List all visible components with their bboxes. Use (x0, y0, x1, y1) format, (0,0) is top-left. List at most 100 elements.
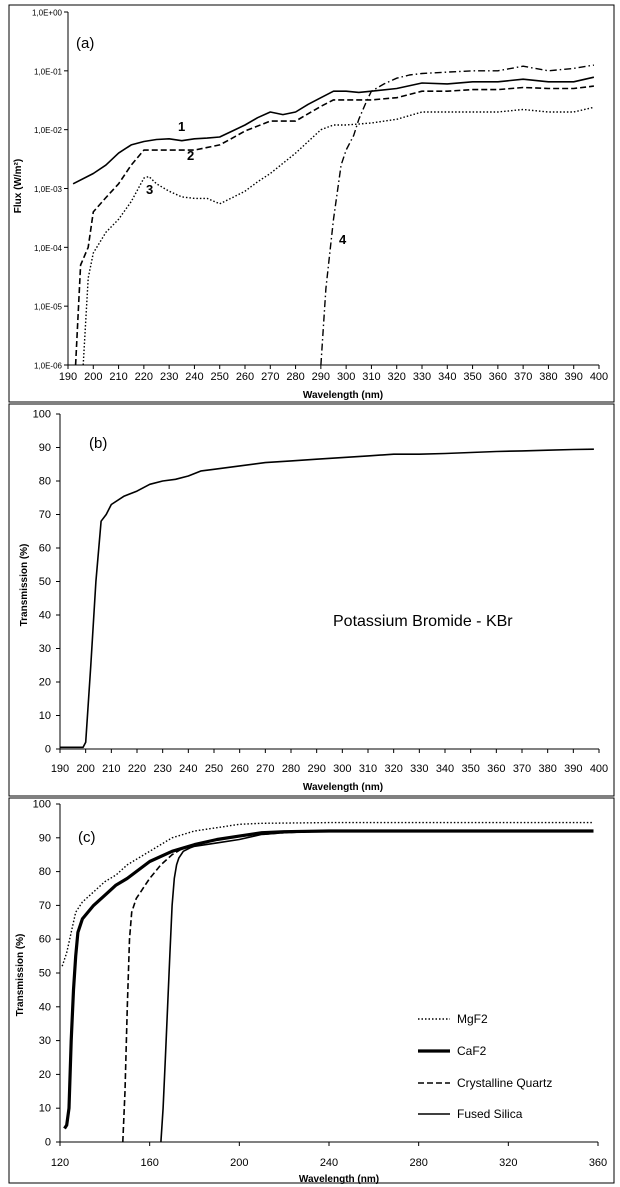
panel-a-x-axis-label: Wavelength (nm) (303, 390, 383, 401)
panel-c-y-tick-label: 90 (39, 832, 51, 844)
panel-c-y-tick-label: 80 (39, 866, 51, 878)
panel-a-x-tick-label: 190 (59, 371, 77, 383)
panel-a-y-tick-label: 1,0E-06 (34, 362, 63, 371)
panel-b-x-tick-label: 190 (51, 763, 69, 775)
panel-b-x-tick-label: 300 (333, 763, 351, 775)
panel-a-x-tick-label: 400 (590, 371, 608, 383)
panel-b-x-tick-label: 390 (564, 763, 582, 775)
panel-b-y-tick-label: 60 (39, 543, 51, 555)
panel-a-x-tick-label: 200 (84, 371, 102, 383)
panel-c-x-tick-label: 240 (320, 1157, 338, 1169)
panel-a-y-axis-label: Flux (W/m²) (13, 159, 24, 213)
panel-c-y-tick-label: 60 (39, 934, 51, 946)
panel-c-series-fused-silica (160, 830, 594, 1142)
panel-a-curve-label-3: 3 (146, 182, 153, 197)
panel-a-x-tick-label: 320 (388, 371, 406, 383)
panel-c-y-tick-label: 40 (39, 1001, 51, 1013)
panel-a-x-tick-label: 260 (236, 371, 254, 383)
panel-c-y-tick-label: 0 (45, 1137, 51, 1149)
panel-b-x-tick-label: 310 (359, 763, 377, 775)
panel-b-x-tick-label: 260 (230, 763, 248, 775)
panel-b-y-tick-label: 90 (39, 442, 51, 454)
panel-a-x-tick-label: 220 (135, 371, 153, 383)
panel-a-x-tick-label: 350 (463, 371, 481, 383)
panel-c-y-tick-label: 20 (39, 1069, 51, 1081)
panel-a-x-tick-label: 240 (185, 371, 203, 383)
panel-b-x-tick-label: 400 (590, 763, 608, 775)
panel-b-y-tick-label: 20 (39, 677, 51, 689)
panel-a-x-tick-label: 210 (109, 371, 127, 383)
panel-a-x-tick-label: 290 (312, 371, 330, 383)
panel-b-x-tick-label: 250 (205, 763, 223, 775)
legend-label-mgf2: MgF2 (457, 1012, 488, 1026)
panel-b-y-axis-label: Transmission (%) (19, 544, 30, 627)
panel-b-x-tick-label: 340 (436, 763, 454, 775)
legend-label-fused-silica: Fused Silica (457, 1107, 523, 1121)
panel-c-series-mgf2 (61, 821, 594, 967)
panel-a-series-4 (320, 64, 595, 365)
panel-a-frame (8, 4, 615, 403)
panel-b-x-axis-label: Wavelength (nm) (303, 782, 383, 793)
panel-c-x-tick-label: 280 (409, 1157, 427, 1169)
panel-a-x-tick-label: 280 (286, 371, 304, 383)
panel-a-series-1 (72, 76, 595, 185)
panel-c-x-axis-label: Wavelength (nm) (299, 1174, 379, 1185)
panel-c-frame (8, 797, 615, 1184)
panel-b-label: (b) (89, 435, 107, 452)
panel-a-curve-label-4: 4 (339, 232, 347, 247)
panel-a-flux-chart: (a) Wavelength (nm) Flux (W/m²) 190 200 21… (8, 4, 615, 403)
panel-b-x-tick-label: 240 (179, 763, 197, 775)
panel-b-x-tick-label: 290 (307, 763, 325, 775)
panel-a-x-tick-label: 230 (160, 371, 178, 383)
panel-a-x-tick-label: 340 (438, 371, 456, 383)
panel-b-x-tick-label: 350 (461, 763, 479, 775)
panel-b-y-tick-label: 70 (39, 509, 51, 521)
panel-b-y-tick-label: 100 (33, 409, 51, 421)
panel-c-y-tick-label: 70 (39, 900, 51, 912)
panel-b-x-tick-label: 210 (102, 763, 120, 775)
panel-a-x-tick-label: 360 (489, 371, 507, 383)
panel-b-y-tick-label: 80 (39, 476, 51, 488)
panel-c-y-tick-label: 30 (39, 1035, 51, 1047)
panel-b-x-tick-label: 220 (128, 763, 146, 775)
panel-a-series-3 (82, 106, 595, 365)
panel-a-x-tick-label: 250 (211, 371, 229, 383)
panel-c-transmission-chart: (c) Wavelength (nm) Transmission (%) 120… (8, 797, 615, 1185)
panel-b-frame (8, 403, 615, 797)
panel-b-y-tick-label: 10 (39, 710, 51, 722)
panel-b-annotation: Potassium Bromide - KBr (333, 613, 513, 630)
panel-c-series-crystalline-quartz (122, 830, 594, 1142)
panel-a-y-tick-label: 1,0E-01 (34, 67, 63, 76)
panel-a-x-tick-label: 300 (337, 371, 355, 383)
panel-c-x-tick-label: 360 (589, 1157, 607, 1169)
panel-a-y-tick-label: 1,0E-04 (34, 244, 63, 253)
panel-b-x-tick-label: 320 (384, 763, 402, 775)
panel-c-x-tick-label: 320 (499, 1157, 517, 1169)
panel-a-y-tick-label: 1,0E-03 (34, 185, 63, 194)
panel-a-label: (a) (76, 35, 94, 52)
panel-a-x-tick-label: 380 (539, 371, 557, 383)
legend-label-crystalline-quartz: Crystalline Quartz (457, 1076, 552, 1090)
panel-b-y-tick-label: 0 (45, 744, 51, 756)
panel-b-x-tick-label: 330 (410, 763, 428, 775)
panel-a-x-tick-label: 330 (413, 371, 431, 383)
panel-c-y-axis-label: Transmission (%) (15, 934, 26, 1017)
panel-a-x-tick-label: 310 (362, 371, 380, 383)
panel-a-x-tick-label: 390 (565, 371, 583, 383)
panel-a-y-tick-label: 1,0E+00 (32, 9, 63, 18)
panel-b-y-tick-label: 30 (39, 643, 51, 655)
panel-c-y-tick-label: 50 (39, 968, 51, 980)
panel-a-y-tick-label: 1,0E-02 (34, 126, 63, 135)
panel-b-x-tick-label: 380 (538, 763, 556, 775)
panel-a-y-tick-label: 1,0E-05 (34, 303, 63, 312)
panel-b-y-tick-label: 40 (39, 610, 51, 622)
panel-c-y-tick-label: 10 (39, 1103, 51, 1115)
panel-a-curve-label-2: 2 (187, 148, 194, 163)
panel-a-curve-label-1: 1 (178, 119, 185, 134)
panel-c-x-tick-label: 120 (51, 1157, 69, 1169)
panel-a-x-tick-label: 270 (261, 371, 279, 383)
panel-b-x-tick-label: 270 (256, 763, 274, 775)
panel-b-x-tick-label: 360 (487, 763, 505, 775)
panel-c-y-tick-label: 100 (33, 799, 51, 811)
